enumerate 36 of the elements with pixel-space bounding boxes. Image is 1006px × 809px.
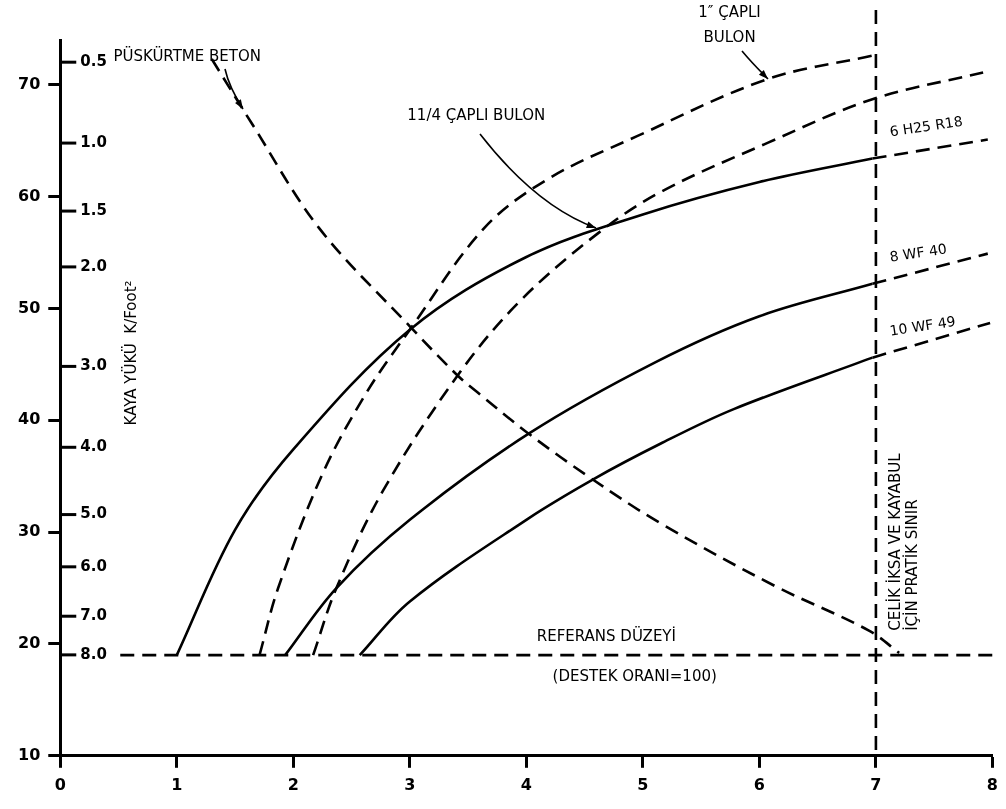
annotation: 6.0 xyxy=(80,556,107,575)
y-tick-label: 30 xyxy=(18,521,41,541)
y-tick-label: 50 xyxy=(18,297,41,317)
x-tick-label: 4 xyxy=(520,774,532,794)
annotation: 1″ ÇAPLI BULON xyxy=(698,3,761,47)
ref-line-label: REFERANS DÜZEYİ xyxy=(536,626,676,646)
annotation: 11/4 ÇAPLI BULON xyxy=(407,105,546,124)
annotation: PÜSKÜRTME BETON xyxy=(113,46,262,66)
x-tick-label: 1 xyxy=(171,774,183,794)
annotation: 2.0 xyxy=(80,256,107,275)
y-tick-label: 60 xyxy=(18,185,41,205)
x-tick-label: 0 xyxy=(54,774,66,794)
ref-line-label: CELİK İKSA VE KAYABUL İÇİN PRATİK SINIR xyxy=(884,452,921,631)
x-tick-label: 7 xyxy=(870,774,882,794)
y-tick-label: 20 xyxy=(18,633,41,653)
y-tick-label: 70 xyxy=(18,73,41,93)
text: 8 WF 40 xyxy=(888,240,948,265)
annotation: 8.0 xyxy=(80,644,107,663)
annotation: 7.0 xyxy=(80,606,107,625)
annotation: 1.0 xyxy=(80,132,107,151)
x-tick-label: 2 xyxy=(287,774,299,794)
annotation: 4.0 xyxy=(80,437,107,456)
y-tick-label: 10 xyxy=(18,744,41,764)
annotation: 0.5 xyxy=(80,52,107,71)
x-tick-label: 6 xyxy=(753,774,765,794)
text: 6 H25 R18 xyxy=(888,112,964,140)
annotation: 5.0 xyxy=(80,504,107,523)
y-tick-label: 40 xyxy=(18,409,41,429)
x-tick-label: 8 xyxy=(986,774,998,794)
y2-axis-title: KAYA YÜKÜ K/Foot² xyxy=(121,280,141,426)
x-tick-label: 5 xyxy=(637,774,649,794)
x-tick-label: 3 xyxy=(404,774,416,794)
text: 10 WF 49 xyxy=(888,312,957,339)
annotation: 3.0 xyxy=(80,356,107,375)
annotation: (DESTEK ORANI=100) xyxy=(552,667,717,686)
annotation: 1.5 xyxy=(80,200,107,219)
